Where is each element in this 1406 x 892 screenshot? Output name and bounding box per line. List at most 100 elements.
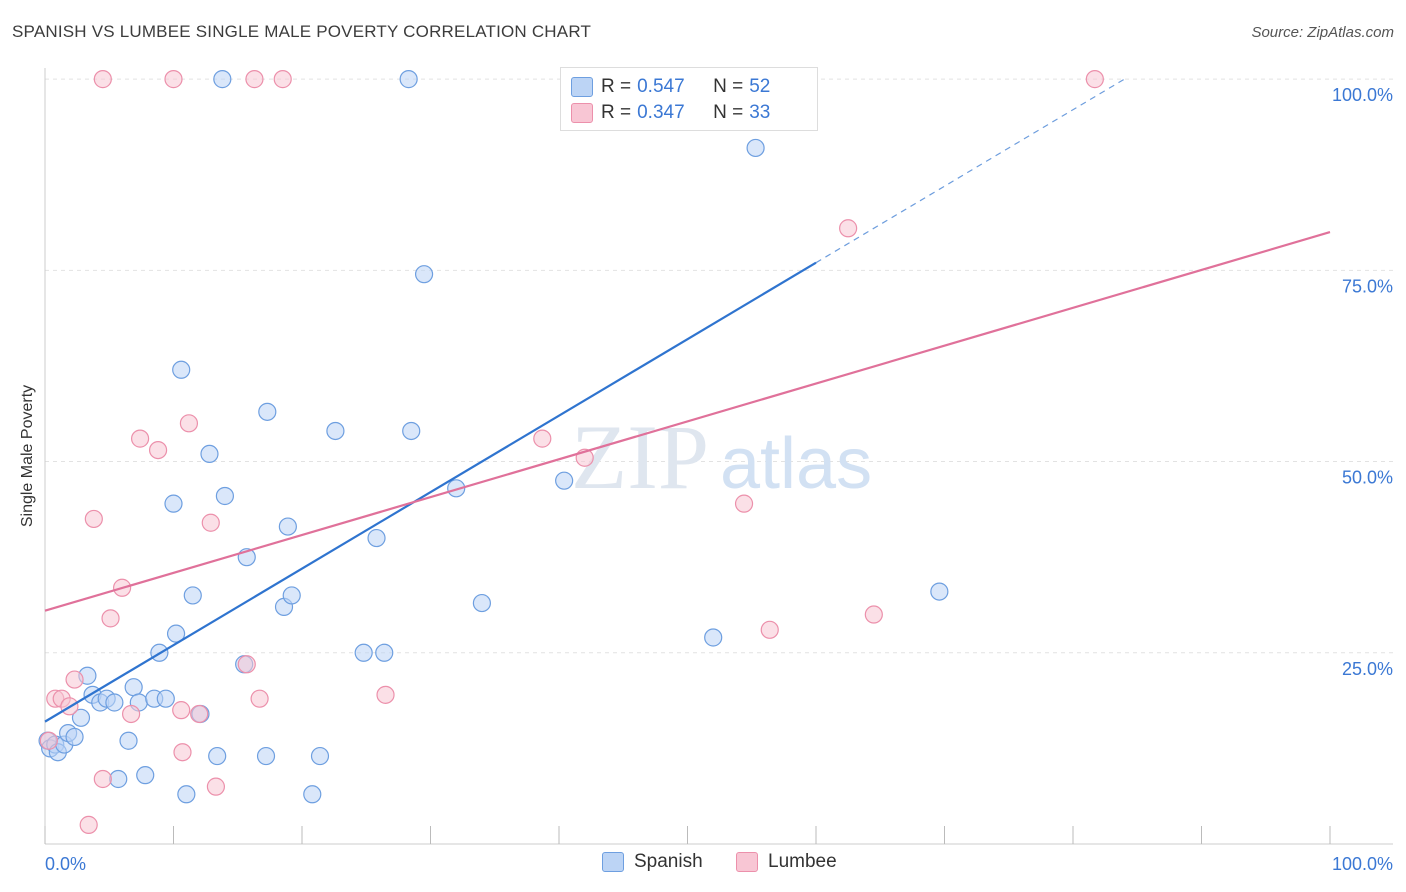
watermark-atlas: atlas xyxy=(720,424,872,504)
spanish-point xyxy=(303,785,322,804)
spanish-point xyxy=(200,444,219,464)
lumbee-point xyxy=(250,689,269,708)
lumbee-point xyxy=(173,743,192,762)
lumbee-swatch xyxy=(736,852,758,872)
legend-item-lumbee: Lumbee xyxy=(736,851,837,873)
spanish-point xyxy=(258,402,277,421)
legend-label-spanish: Spanish xyxy=(634,851,703,872)
spanish-point xyxy=(215,486,234,506)
lumbee-point xyxy=(273,70,292,89)
data-points xyxy=(38,70,1104,834)
spanish-point xyxy=(282,586,301,605)
spanish-point xyxy=(183,586,202,605)
legend-row-spanish: R = 0.547 N = 52 xyxy=(571,74,771,100)
spanish-point xyxy=(367,528,386,548)
spanish-point xyxy=(172,360,191,379)
r-value: 0.347 xyxy=(637,102,685,123)
lumbee-point xyxy=(148,440,168,460)
spanish-point xyxy=(65,727,84,747)
n-label: N = xyxy=(713,102,744,123)
y-axis-label: Single Male Poverty xyxy=(19,384,36,528)
lumbee-point xyxy=(121,704,141,724)
legend-row-lumbee: R = 0.347 N = 33 xyxy=(571,100,770,126)
spanish-point xyxy=(208,746,227,766)
spanish-point xyxy=(326,421,345,441)
spanish-swatch xyxy=(571,77,593,97)
spanish-swatch xyxy=(602,852,624,872)
spanish-point xyxy=(166,624,186,643)
y-tick-label: 50.0% xyxy=(1342,468,1393,488)
spanish-point xyxy=(310,746,330,766)
n-value: 52 xyxy=(749,76,771,97)
watermark: ZIP atlas xyxy=(571,406,872,508)
spanish-point xyxy=(354,643,373,662)
lumbee-point xyxy=(206,777,226,796)
spanish-trend-extension xyxy=(815,78,1125,264)
lumbee-point xyxy=(172,701,191,720)
y-tick-label: 100.0% xyxy=(1332,85,1393,105)
spanish-point xyxy=(746,138,765,158)
spanish-point xyxy=(109,769,128,789)
spanish-point xyxy=(402,421,421,441)
x-tick-label: 100.0% xyxy=(1332,854,1393,874)
r-label: R = xyxy=(601,76,632,97)
chart-source: Source: ZipAtlas.com xyxy=(1251,24,1394,41)
lumbee-point xyxy=(533,429,552,448)
spanish-point xyxy=(156,689,175,708)
lumbee-trend-line xyxy=(44,231,1331,612)
spanish-point xyxy=(930,582,949,601)
lumbee-point xyxy=(65,670,84,689)
x-tick-label: 0.0% xyxy=(45,854,86,874)
lumbee-point xyxy=(101,609,120,628)
axes xyxy=(44,68,1393,845)
legend-label-lumbee: Lumbee xyxy=(768,851,837,872)
r-value: 0.547 xyxy=(637,76,685,97)
lumbee-point xyxy=(734,494,754,513)
lumbee-point xyxy=(760,620,779,639)
spanish-point xyxy=(124,678,143,697)
spanish-point xyxy=(472,593,491,613)
spanish-point xyxy=(164,494,183,513)
spanish-point xyxy=(105,693,124,712)
spanish-point xyxy=(399,70,418,89)
spanish-point xyxy=(447,479,466,498)
tick-labels: 25.0% 50.0% 75.0% 100.0% 0.0% 100.0% xyxy=(45,85,1393,874)
spanish-point xyxy=(704,628,723,647)
spanish-trend-line xyxy=(44,261,817,723)
lumbee-point xyxy=(164,70,183,89)
stats-legend: R = 0.547 N = 52 R = 0.347 N = 33 xyxy=(560,67,818,131)
spanish-point xyxy=(256,746,276,766)
lumbee-point xyxy=(839,219,858,238)
spanish-point xyxy=(71,708,91,727)
lumbee-point xyxy=(179,414,199,433)
lumbee-point xyxy=(79,815,98,834)
grid-lines xyxy=(45,78,1393,654)
spanish-point xyxy=(177,785,196,804)
spanish-point xyxy=(119,731,138,750)
legend-item-spanish: Spanish xyxy=(602,851,703,873)
spanish-point xyxy=(555,471,574,490)
spanish-point xyxy=(375,643,394,662)
lumbee-swatch xyxy=(571,103,593,123)
lumbee-point xyxy=(1085,70,1104,89)
spanish-point xyxy=(213,70,232,89)
lumbee-point xyxy=(864,605,883,624)
lumbee-point xyxy=(245,70,264,89)
spanish-point xyxy=(136,766,155,785)
spanish-point xyxy=(414,265,434,284)
lumbee-point xyxy=(39,731,58,750)
spanish-point xyxy=(278,517,297,536)
lumbee-point xyxy=(190,704,209,724)
lumbee-point xyxy=(93,769,112,789)
lumbee-point xyxy=(376,685,395,704)
lumbee-point xyxy=(237,655,256,674)
chart-title: SPANISH VS LUMBEE SINGLE MALE POVERTY CO… xyxy=(12,22,592,41)
lumbee-point xyxy=(201,513,220,532)
lumbee-point xyxy=(93,70,112,89)
watermark-zip: ZIP xyxy=(571,406,709,508)
y-tick-label: 25.0% xyxy=(1342,659,1393,679)
trend-lines xyxy=(44,78,1331,723)
r-label: R = xyxy=(601,102,632,123)
lumbee-point xyxy=(130,429,150,448)
